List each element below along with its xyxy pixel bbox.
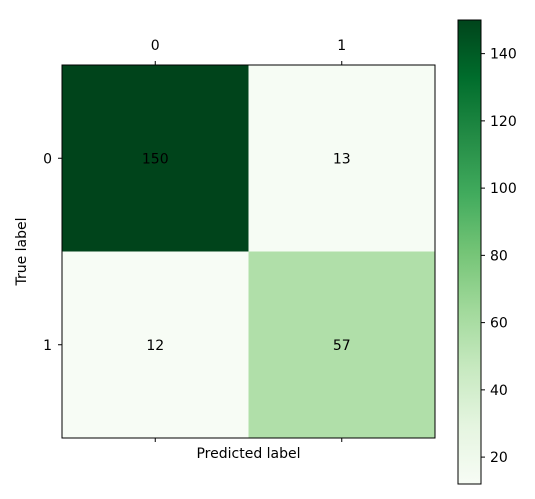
cell-value-label-1-1: 57 bbox=[333, 338, 351, 354]
matrix-frame bbox=[61, 64, 436, 439]
colorbar-tick-label-2: 60 bbox=[490, 316, 508, 332]
colorbar-tick-label-1: 40 bbox=[490, 383, 508, 399]
y-axis-label: True label bbox=[14, 217, 30, 286]
colorbar-tick-label-3: 80 bbox=[490, 248, 508, 264]
colorbar-gradient bbox=[458, 20, 481, 484]
matrix-cell-1-1 bbox=[248, 251, 435, 438]
cell-value-label-1-0: 12 bbox=[146, 338, 164, 354]
cell-value-labels: 150 13 12 57 bbox=[142, 151, 351, 354]
x-axis-label: Predicted label bbox=[196, 446, 300, 462]
colorbar-tick-label-6: 140 bbox=[490, 47, 517, 63]
y-tick-label-0: 0 bbox=[43, 151, 52, 167]
colorbar-tick-label-5: 120 bbox=[490, 114, 517, 130]
x-tick-label-0: 0 bbox=[151, 38, 160, 54]
y-tick-label-1: 1 bbox=[43, 338, 52, 354]
colorbar-frame bbox=[457, 19, 482, 485]
cell-value-label-0-0: 150 bbox=[142, 151, 169, 167]
x-tick-label-1: 1 bbox=[337, 38, 346, 54]
colorbar-tick-label-4: 100 bbox=[490, 181, 517, 197]
cell-value-label-0-1: 13 bbox=[333, 151, 351, 167]
matrix-cell-1-0 bbox=[62, 251, 249, 438]
matrix-cell-0-1 bbox=[248, 65, 435, 252]
colorbar-tick-label-0: 20 bbox=[490, 450, 508, 466]
matrix-cells bbox=[62, 65, 435, 438]
y-axis-ticks: 01 bbox=[43, 151, 62, 354]
matrix-cell-0-0 bbox=[62, 65, 249, 252]
colorbar-ticks: 20 40 60 80 100 120 140 bbox=[481, 47, 517, 466]
